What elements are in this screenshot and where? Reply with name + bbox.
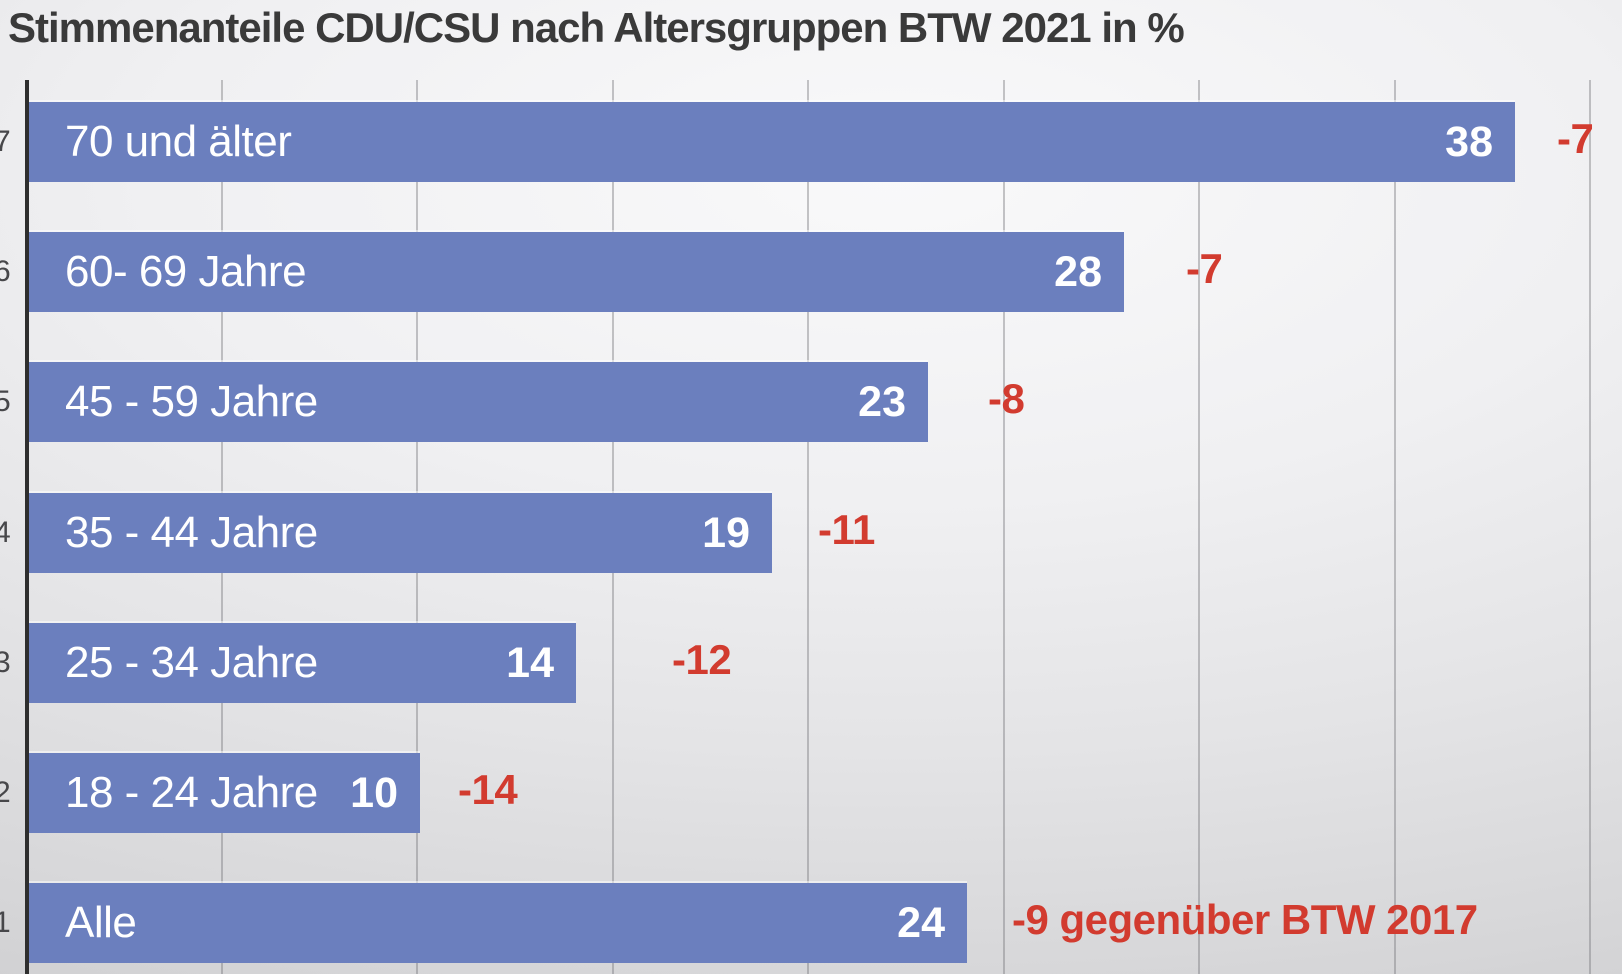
value-label: 19 <box>702 508 750 557</box>
change-label: -7 <box>1557 115 1594 163</box>
axis-tick-label: 3 <box>0 646 11 679</box>
gridline <box>1198 80 1200 974</box>
value-label: 14 <box>506 638 554 687</box>
axis-tick-label: 7 <box>0 125 11 158</box>
category-label: 70 und älter <box>65 117 292 166</box>
change-label: -7 <box>1186 245 1223 293</box>
category-label: 45 - 59 Jahre <box>65 377 318 426</box>
change-label: -14 <box>458 766 518 814</box>
chart-title: Stimmenanteile CDU/CSU nach Altersgruppe… <box>8 4 1185 51</box>
bar-row: 5 45 - 59 Jahre 23 -8 <box>0 362 1622 442</box>
bar: Alle 24 <box>29 883 967 963</box>
value-label: 10 <box>350 768 398 817</box>
y-axis-line <box>25 80 29 974</box>
value-label: 24 <box>897 898 945 947</box>
axis-tick-label: 5 <box>0 385 11 418</box>
category-label: 18 - 24 Jahre <box>65 768 318 817</box>
gridline <box>807 80 809 974</box>
value-label: 38 <box>1445 117 1493 166</box>
category-label: 35 - 44 Jahre <box>65 508 318 557</box>
value-label: 23 <box>858 377 906 426</box>
change-label: -11 <box>818 506 875 554</box>
bar-row: 3 25 - 34 Jahre 14 -12 <box>0 623 1622 703</box>
category-label: 25 - 34 Jahre <box>65 638 318 687</box>
axis-tick-label: 2 <box>0 776 11 809</box>
plot-area: 7 70 und älter 38 -7 6 60- 69 Jahre 28 -7 5 45 - … <box>0 80 1622 974</box>
axis-tick-label: 4 <box>0 516 11 549</box>
category-label: Alle <box>65 898 137 947</box>
change-label: -8 <box>988 375 1025 423</box>
bar: 35 - 44 Jahre 19 <box>29 493 772 573</box>
axis-tick-label: 6 <box>0 255 11 288</box>
gridline <box>1589 80 1591 974</box>
bar: 60- 69 Jahre 28 <box>29 232 1124 312</box>
bar: 45 - 59 Jahre 23 <box>29 362 928 442</box>
bar-row: 1 Alle 24 -9 gegenüber BTW 2017 <box>0 883 1622 963</box>
change-label: -12 <box>672 636 732 684</box>
axis-tick-label: 1 <box>0 906 11 939</box>
bar: 25 - 34 Jahre 14 <box>29 623 576 703</box>
bar-row: 2 18 - 24 Jahre 10 -14 <box>0 753 1622 833</box>
bar-row: 4 35 - 44 Jahre 19 -11 <box>0 493 1622 573</box>
bar: 18 - 24 Jahre 10 <box>29 753 420 833</box>
gridline <box>1393 80 1396 974</box>
bar: 70 und älter 38 <box>29 102 1515 182</box>
value-label: 28 <box>1054 247 1102 296</box>
change-label: -9 gegenüber BTW 2017 <box>1012 896 1478 944</box>
bar-row: 7 70 und älter 38 -7 <box>0 102 1622 182</box>
bar-row: 6 60- 69 Jahre 28 -7 <box>0 232 1622 312</box>
category-label: 60- 69 Jahre <box>65 247 307 296</box>
gridline <box>1002 80 1005 974</box>
